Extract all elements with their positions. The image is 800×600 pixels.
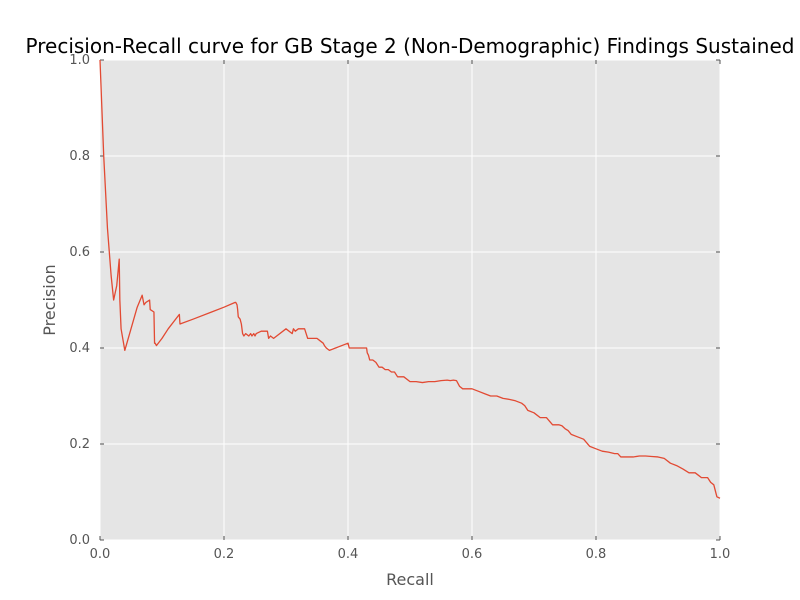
x-tick-label: 0.0 xyxy=(90,547,111,562)
y-tick-label: 0.6 xyxy=(69,245,90,260)
x-axis-label: Recall xyxy=(386,570,434,589)
x-tick-label: 1.0 xyxy=(710,547,731,562)
x-tick-label: 0.2 xyxy=(214,547,235,562)
y-tick-label: 0.4 xyxy=(69,341,90,356)
y-tick-label: 0.8 xyxy=(69,149,90,164)
plot-background xyxy=(100,60,720,540)
y-tick-label: 1.0 xyxy=(69,53,90,68)
y-tick-label: 0.0 xyxy=(69,533,90,548)
x-tick-label: 0.6 xyxy=(462,547,483,562)
x-tick-label: 0.8 xyxy=(586,547,607,562)
grid-layer xyxy=(99,59,721,541)
y-axis-label: Precision xyxy=(40,264,59,335)
precision-recall-curve xyxy=(99,59,721,499)
tick-layer: 0.0 0.2 0.4 0.6 0.8 1.0 0.0 0.2 0.4 0.6 0.8 1.0 xyxy=(69,53,730,562)
y-tick-label: 0.2 xyxy=(69,437,90,452)
chart-title: Precision-Recall curve for GB Stage 2 (N… xyxy=(26,34,795,58)
x-tick-label: 0.4 xyxy=(338,547,359,562)
